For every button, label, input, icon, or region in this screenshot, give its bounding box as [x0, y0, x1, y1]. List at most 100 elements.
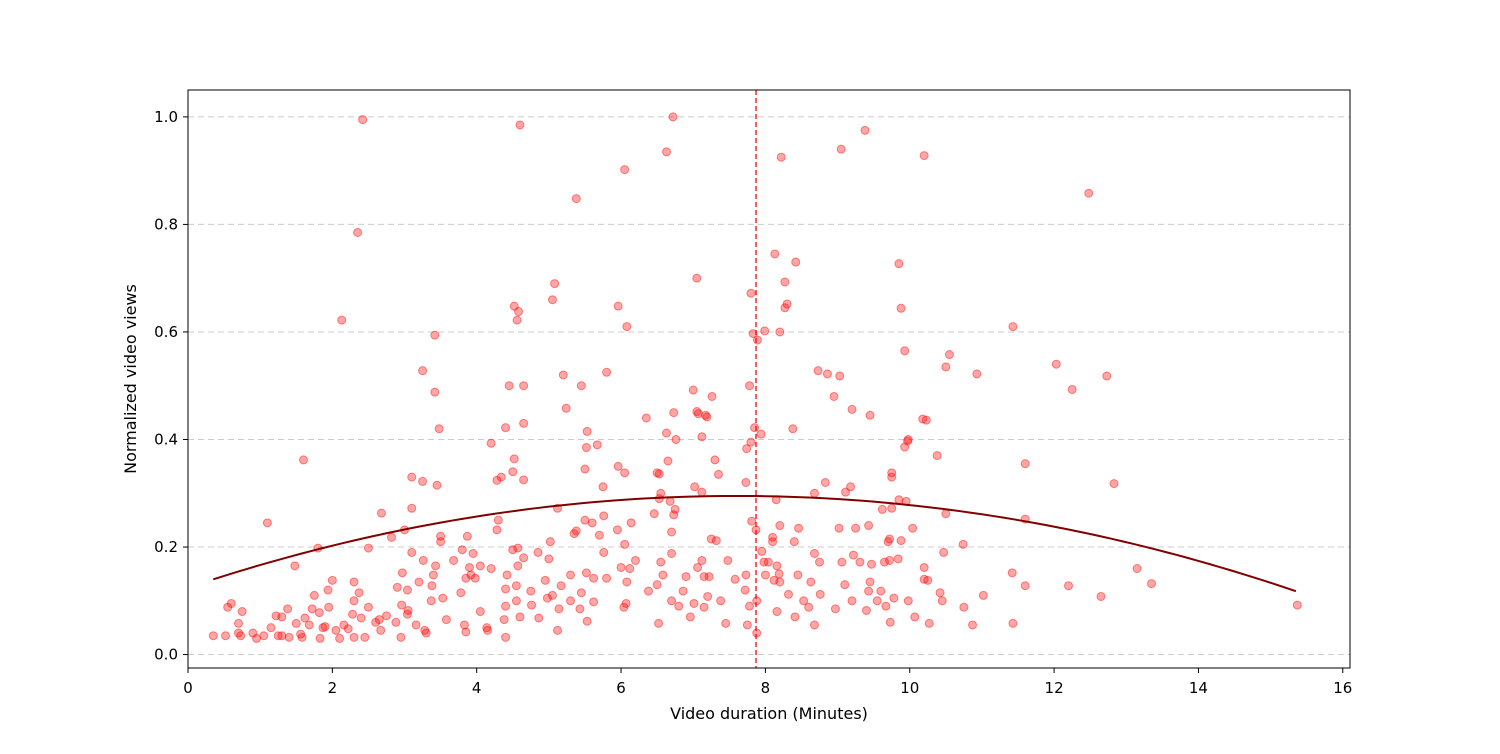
data-point — [508, 545, 518, 555]
data-point — [519, 553, 529, 563]
data-point — [470, 573, 480, 583]
data-point — [483, 625, 493, 635]
data-point — [622, 322, 632, 332]
data-point — [829, 391, 839, 401]
data-point — [669, 510, 679, 520]
data-point — [703, 591, 713, 601]
data-point — [776, 152, 786, 162]
data-point — [468, 548, 478, 558]
data-point — [545, 537, 555, 547]
data-point — [1096, 591, 1106, 601]
data-point — [513, 543, 523, 553]
x-axis-ticks: 0 2 4 6 8 10 12 14 16 — [183, 668, 1352, 697]
data-point — [428, 570, 438, 580]
data-point — [978, 590, 988, 600]
data-point — [271, 611, 281, 621]
data-point — [526, 586, 536, 596]
data-point — [759, 557, 769, 567]
data-point — [794, 523, 804, 533]
data-point — [402, 609, 412, 619]
data-point — [730, 574, 740, 584]
data-point — [339, 620, 349, 630]
data-point — [575, 604, 585, 614]
data-point — [290, 561, 300, 571]
data-point — [652, 468, 662, 478]
data-point — [482, 623, 492, 633]
data-point — [693, 409, 703, 419]
data-point — [752, 628, 762, 638]
data-point — [958, 539, 968, 549]
data-point — [815, 557, 825, 567]
data-point — [919, 151, 929, 161]
data-point — [885, 617, 895, 627]
data-point — [436, 531, 446, 541]
data-point — [349, 632, 359, 642]
data-point — [788, 424, 798, 434]
data-point — [613, 301, 623, 311]
data-point — [846, 482, 856, 492]
data-point — [519, 475, 529, 485]
data-point — [649, 509, 659, 519]
data-point — [757, 546, 767, 556]
data-point — [872, 596, 882, 606]
data-point — [864, 586, 874, 596]
data-point — [283, 604, 293, 614]
data-point — [748, 329, 758, 339]
data-point — [411, 620, 421, 630]
data-point — [354, 588, 364, 598]
trend-line-group — [212, 494, 1297, 593]
data-point — [436, 537, 446, 547]
data-point — [652, 580, 662, 590]
data-point — [861, 605, 871, 615]
data-point — [599, 547, 609, 557]
data-point — [710, 455, 720, 465]
data-point — [667, 527, 677, 537]
data-point — [772, 561, 782, 571]
data-point — [752, 335, 762, 345]
data-point — [834, 523, 844, 533]
data-point — [511, 581, 521, 591]
data-point — [903, 434, 913, 444]
data-point — [553, 625, 563, 635]
data-point — [760, 570, 770, 580]
data-point — [1147, 579, 1157, 589]
data-point — [613, 461, 623, 471]
data-point — [848, 550, 858, 560]
data-point — [847, 596, 857, 606]
data-point — [900, 346, 910, 356]
data-point — [621, 598, 631, 608]
data-point — [674, 601, 684, 611]
data-point — [789, 537, 799, 547]
data-point — [298, 455, 308, 465]
data-point — [669, 408, 679, 418]
data-point — [441, 615, 451, 625]
data-point — [407, 547, 417, 557]
data-point — [571, 526, 581, 536]
data-point — [1020, 459, 1030, 469]
data-point — [461, 573, 471, 583]
data-point — [226, 598, 236, 608]
data-point — [939, 547, 949, 557]
data-point — [430, 330, 440, 340]
data-point — [935, 588, 945, 598]
data-point — [509, 301, 519, 311]
data-point — [492, 525, 502, 535]
trend-line — [212, 494, 1297, 593]
y-tick-label: 0.2 — [154, 538, 178, 556]
data-point — [418, 476, 428, 486]
data-point — [968, 620, 978, 630]
data-point — [937, 596, 947, 606]
data-point — [592, 440, 602, 450]
data-point — [790, 612, 800, 622]
y-tick-label: 0.8 — [154, 215, 178, 233]
data-point — [894, 259, 904, 269]
data-point — [392, 582, 402, 592]
data-point — [475, 607, 485, 617]
data-point — [667, 596, 677, 606]
data-point — [668, 112, 678, 122]
x-tick-label: 4 — [472, 679, 482, 697]
data-point — [697, 432, 707, 442]
data-point — [599, 511, 609, 521]
data-point — [893, 554, 903, 564]
